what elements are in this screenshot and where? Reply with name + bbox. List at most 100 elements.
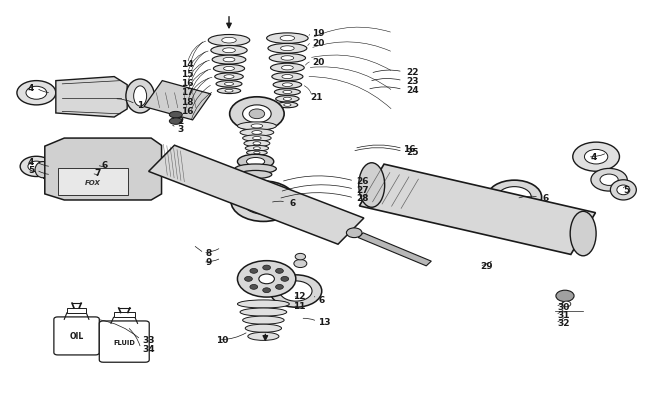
Ellipse shape — [224, 67, 235, 71]
Text: 16: 16 — [403, 145, 415, 154]
Ellipse shape — [225, 90, 233, 93]
Ellipse shape — [242, 316, 284, 324]
Ellipse shape — [242, 189, 284, 215]
Ellipse shape — [270, 275, 322, 307]
Text: OIL: OIL — [70, 331, 84, 340]
Ellipse shape — [591, 169, 627, 192]
Ellipse shape — [229, 98, 284, 132]
Polygon shape — [56, 77, 127, 118]
Ellipse shape — [245, 146, 268, 151]
Ellipse shape — [282, 84, 293, 87]
Ellipse shape — [170, 119, 182, 125]
Text: 16: 16 — [181, 79, 194, 88]
Ellipse shape — [253, 137, 261, 141]
Ellipse shape — [280, 281, 312, 301]
Circle shape — [259, 274, 274, 284]
Ellipse shape — [610, 180, 636, 200]
Text: 7: 7 — [95, 169, 101, 178]
Text: 32: 32 — [557, 318, 569, 327]
Ellipse shape — [170, 112, 182, 119]
Ellipse shape — [224, 76, 234, 79]
Text: 23: 23 — [406, 77, 419, 86]
Text: 6: 6 — [101, 161, 107, 170]
Text: 19: 19 — [312, 29, 324, 38]
Ellipse shape — [208, 35, 250, 47]
Ellipse shape — [211, 46, 247, 56]
Circle shape — [263, 288, 270, 293]
Text: 20: 20 — [312, 58, 324, 66]
Ellipse shape — [487, 181, 541, 215]
Ellipse shape — [223, 49, 235, 53]
Text: 22: 22 — [406, 68, 419, 77]
Text: 12: 12 — [292, 292, 305, 301]
Polygon shape — [358, 233, 432, 266]
Ellipse shape — [251, 125, 263, 129]
Ellipse shape — [235, 164, 276, 174]
FancyBboxPatch shape — [54, 317, 99, 355]
Ellipse shape — [270, 64, 304, 73]
Circle shape — [281, 277, 289, 281]
Ellipse shape — [20, 157, 53, 177]
Ellipse shape — [240, 308, 287, 316]
Ellipse shape — [246, 158, 265, 166]
Ellipse shape — [223, 58, 235, 63]
Text: 20: 20 — [312, 38, 324, 47]
Text: 27: 27 — [356, 185, 369, 194]
Text: 6: 6 — [542, 193, 549, 202]
Text: 9: 9 — [205, 258, 211, 267]
Text: 25: 25 — [406, 147, 419, 157]
Text: 3: 3 — [177, 125, 183, 134]
Ellipse shape — [222, 38, 236, 44]
Circle shape — [276, 285, 283, 290]
Text: 1: 1 — [137, 100, 143, 109]
Ellipse shape — [280, 36, 294, 42]
Ellipse shape — [497, 187, 531, 208]
Text: 34: 34 — [142, 344, 155, 353]
Polygon shape — [144, 81, 211, 121]
Text: 33: 33 — [142, 335, 155, 344]
Ellipse shape — [244, 141, 270, 147]
Text: 31: 31 — [557, 310, 569, 319]
Text: 13: 13 — [318, 317, 331, 326]
Ellipse shape — [224, 83, 233, 86]
Text: 30: 30 — [557, 302, 569, 311]
Ellipse shape — [248, 333, 279, 341]
Text: 4: 4 — [28, 84, 34, 93]
FancyBboxPatch shape — [99, 321, 150, 362]
Ellipse shape — [584, 150, 608, 164]
Ellipse shape — [283, 91, 292, 94]
Text: 5: 5 — [623, 185, 630, 194]
Ellipse shape — [284, 104, 291, 107]
Text: 8: 8 — [205, 248, 211, 258]
Text: 28: 28 — [356, 194, 369, 203]
Circle shape — [263, 265, 270, 270]
Text: 24: 24 — [406, 86, 419, 95]
Circle shape — [346, 228, 362, 238]
Ellipse shape — [254, 147, 261, 150]
Bar — [58, 169, 128, 195]
Text: 16: 16 — [181, 107, 194, 116]
Text: 21: 21 — [311, 93, 323, 102]
Ellipse shape — [212, 56, 246, 65]
Ellipse shape — [281, 57, 294, 61]
Circle shape — [556, 290, 574, 302]
Ellipse shape — [283, 98, 291, 101]
Circle shape — [244, 277, 252, 281]
Ellipse shape — [254, 152, 260, 154]
Ellipse shape — [282, 75, 293, 79]
Circle shape — [562, 301, 571, 307]
Ellipse shape — [28, 162, 45, 172]
Ellipse shape — [266, 34, 308, 44]
Ellipse shape — [273, 82, 302, 89]
Ellipse shape — [217, 89, 240, 94]
Ellipse shape — [35, 162, 51, 178]
Text: FOX: FOX — [85, 179, 101, 185]
Text: 11: 11 — [292, 301, 305, 310]
Ellipse shape — [600, 175, 618, 186]
Ellipse shape — [126, 80, 155, 114]
Text: 29: 29 — [480, 262, 493, 271]
Ellipse shape — [134, 87, 147, 107]
Circle shape — [294, 260, 307, 268]
Ellipse shape — [281, 66, 293, 71]
Text: 5: 5 — [28, 166, 34, 175]
